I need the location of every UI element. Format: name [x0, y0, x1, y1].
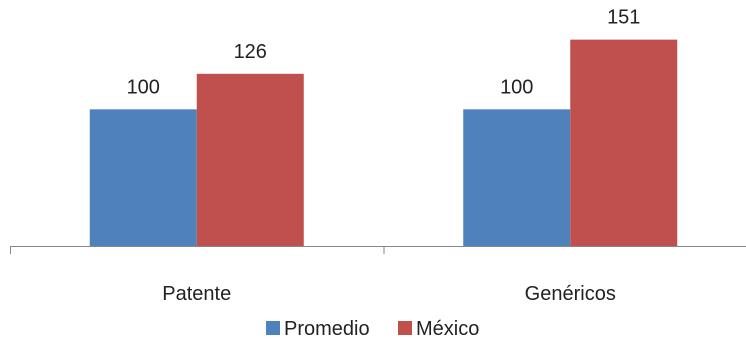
- bar-méxico-genéricos: [570, 39, 678, 247]
- category-labels: Patente Genéricos: [162, 283, 616, 305]
- x-axis-ticks: [10, 246, 385, 254]
- category-label-patente: Patente: [162, 283, 231, 305]
- bars-group: [89, 39, 678, 247]
- legend: Promedio México: [266, 318, 479, 340]
- legend-label-promedio: Promedio: [284, 318, 370, 340]
- bar-promedio-genéricos: [463, 109, 571, 246]
- value-label-méxico-patente: 126: [234, 41, 267, 63]
- value-label-méxico-genéricos: 151: [607, 7, 640, 29]
- value-label-promedio-patente: 100: [127, 76, 160, 98]
- bar-promedio-patente: [89, 109, 197, 246]
- legend-swatch-méxico: [398, 321, 412, 335]
- bar-méxico-patente: [196, 73, 304, 246]
- legend-swatch-promedio: [266, 321, 280, 335]
- legend-label-méxico: México: [416, 318, 479, 340]
- value-labels-group: 100 126 100 151: [127, 7, 641, 99]
- value-label-promedio-genéricos: 100: [500, 76, 533, 98]
- category-label-genéricos: Genéricos: [525, 283, 616, 305]
